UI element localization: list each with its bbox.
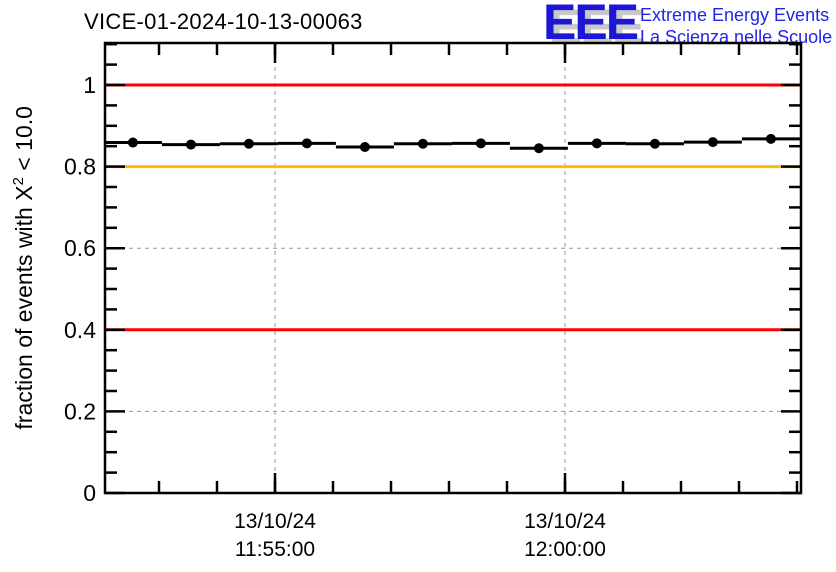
data-point: [649, 138, 660, 149]
y-tick-label: 1: [83, 72, 96, 98]
data-point: [707, 137, 718, 148]
x-tick-label-time: 11:55:00: [235, 538, 315, 561]
y-tick-label: 0.6: [64, 235, 96, 261]
y-tick-label: 0: [83, 480, 96, 506]
data-point: [765, 133, 776, 144]
data-point: [301, 138, 312, 149]
data-point: [185, 139, 196, 150]
eee-logo-tagline-1: Extreme Energy Events: [640, 5, 830, 25]
x-tick-label-time: 12:00:00: [524, 538, 606, 561]
y-tick-label: 0.2: [64, 398, 96, 424]
x-tick-label-date: 13/10/24: [234, 510, 316, 533]
chart-title: VICE-01-2024-10-13-00063: [84, 9, 363, 34]
data-point: [359, 142, 370, 153]
x-tick-label-date: 13/10/24: [524, 510, 606, 533]
data-point: [127, 137, 138, 148]
eee-logo-acronym: EEE: [543, 0, 639, 50]
data-point: [591, 138, 602, 149]
data-point: [243, 138, 254, 149]
data-point: [475, 138, 486, 149]
y-tick-label: 0.4: [64, 317, 96, 343]
data-point: [417, 138, 428, 149]
y-tick-label: 0.8: [64, 154, 96, 180]
data-point: [533, 143, 544, 154]
plot-frame: [103, 41, 803, 495]
